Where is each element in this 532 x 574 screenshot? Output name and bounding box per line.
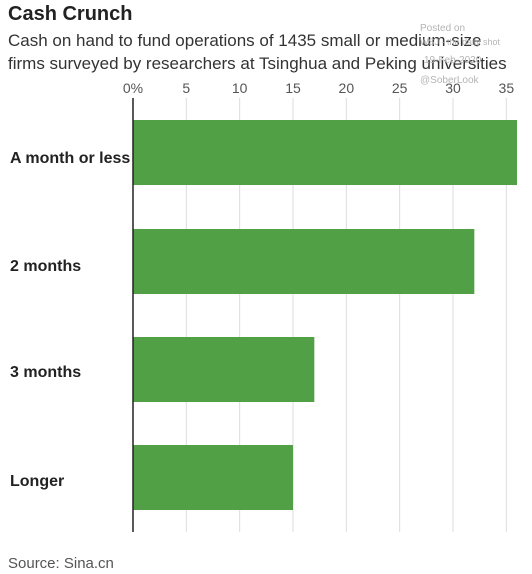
x-tick-label: 25 bbox=[392, 80, 408, 96]
watermark-handle: @SoberLook bbox=[420, 75, 479, 86]
x-tick-label: 0% bbox=[123, 80, 143, 96]
category-label: A month or less bbox=[10, 150, 130, 167]
category-label: 2 months bbox=[10, 258, 81, 275]
category-label: Longer bbox=[10, 473, 64, 490]
x-tick-label: 10 bbox=[232, 80, 248, 96]
watermark-source: WSJ - the daily shot bbox=[420, 37, 501, 47]
watermark-date: 19-Feb-2020 bbox=[424, 55, 482, 66]
x-tick-label: 20 bbox=[339, 80, 355, 96]
category-label: 3 months bbox=[10, 364, 81, 381]
bar bbox=[133, 445, 293, 510]
x-tick-label: 30 bbox=[445, 80, 461, 96]
x-tick-label: 35 bbox=[499, 80, 515, 96]
x-tick-label: 5 bbox=[182, 80, 190, 96]
x-tick-label: 15 bbox=[285, 80, 301, 96]
bar bbox=[133, 337, 315, 402]
bar bbox=[133, 229, 475, 294]
bar bbox=[133, 120, 517, 185]
chart-title: Cash Crunch bbox=[8, 3, 133, 25]
source-note: Source: Sina.cn bbox=[8, 555, 114, 572]
chart-subtitle: Cash on hand to fund operations of 1435 … bbox=[8, 31, 507, 73]
watermark-posted-on: Posted on bbox=[420, 23, 466, 34]
